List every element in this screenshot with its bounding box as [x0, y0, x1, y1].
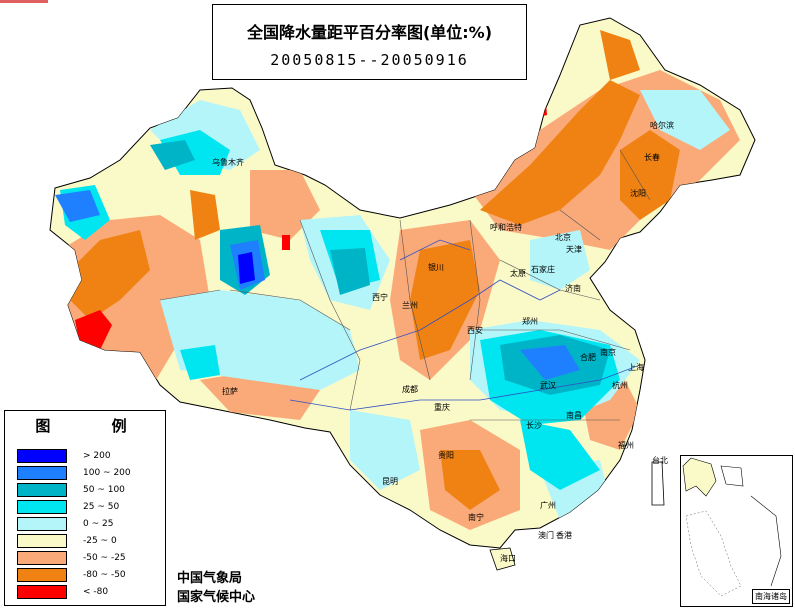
legend-title: 图 例 [35, 417, 155, 435]
legend-label: < -80 [83, 587, 109, 597]
region-plus0-southwest [350, 410, 420, 490]
legend-swatch [17, 551, 67, 565]
city-label-shijiazhuang: 石家庄 [531, 265, 555, 274]
legend-item: 0 ~ 25 [17, 517, 163, 532]
city-label-hangzhou: 杭州 [612, 381, 628, 390]
credit-ncc: 国家气候中心 [177, 590, 256, 605]
region-plus100-yangtze [520, 345, 580, 380]
city-label-lanzhou: 兰州 [402, 301, 418, 310]
region-minus80-qinghai [282, 235, 290, 250]
city-label-nanning: 南宁 [468, 513, 484, 522]
date-range: 20050815--20050916 [270, 51, 469, 69]
map-title: 全国降水量距平百分率图(单位:%) [246, 23, 493, 42]
title-box: 全国降水量距平百分率图(单位:%) 20050815--20050916 [212, 4, 527, 80]
city-label-urumqi: 乌鲁木齐 [212, 158, 244, 167]
city-label-wuhan: 武汉 [540, 381, 556, 390]
region-plus50-qinghai [330, 248, 370, 295]
legend-item: > 200 [17, 449, 163, 464]
legend-swatch [17, 449, 67, 463]
legend-label: 25 ~ 50 [83, 502, 120, 512]
legend-item: 25 ~ 50 [17, 500, 163, 515]
city-label-tianjin: 天津 [566, 245, 582, 254]
city-label-shanghai: 上海 [628, 363, 644, 372]
city-label-shenyang: 沈阳 [630, 189, 646, 198]
legend-label: -80 ~ -50 [83, 570, 126, 580]
taiwan-island [651, 461, 665, 506]
city-label-haikou: 海口 [500, 554, 516, 563]
city-label-xining: 西宁 [372, 293, 388, 302]
region-minus50-northeast2 [620, 130, 680, 220]
region-plus50-xinjiang-north [150, 140, 195, 170]
city-label-zhengzhou: 郑州 [522, 317, 538, 326]
city-label-nanjing: 南京 [600, 348, 616, 357]
city-label-harbin: 哈尔滨 [650, 121, 674, 130]
region-minus80-northeast [533, 88, 547, 118]
city-label-hongkong: 香港 [556, 531, 572, 540]
legend-item: < -80 [17, 585, 163, 600]
rivers [289, 239, 641, 411]
region-plus200-xinjiang [238, 252, 255, 284]
city-label-yinchuan: 银川 [428, 263, 444, 272]
anomaly-contours [55, 30, 740, 530]
legend-swatch [17, 534, 67, 548]
legend-item: -80 ~ -50 [17, 568, 163, 583]
inset-map [682, 457, 782, 597]
city-label-taipei: 台北 [652, 456, 668, 465]
region-plus25-south [520, 420, 600, 490]
legend-swatch [17, 568, 67, 582]
legend-item: 50 ~ 100 [17, 483, 163, 498]
legend-swatch [17, 500, 67, 514]
region-plus25-tibet [180, 345, 220, 380]
south-china-sea-inset: 南海诸岛 [680, 455, 793, 607]
city-label-changsha: 长沙 [526, 421, 542, 430]
legend-item: -25 ~ 0 [17, 534, 163, 549]
region-minus50-northeast [480, 80, 640, 225]
city-label-chengdu: 成都 [402, 385, 418, 394]
legend-swatch [17, 517, 67, 531]
region-plus0-northeast [640, 90, 730, 150]
legend-swatch [17, 483, 67, 497]
city-label-chongqing: 重庆 [434, 403, 450, 412]
legend-label: -25 ~ 0 [83, 536, 117, 546]
region-minus50-centralnorth [410, 240, 480, 360]
city-label-xian: 西安 [467, 326, 483, 335]
legend-item: 100 ~ 200 [17, 466, 163, 481]
city-label-hohhot: 呼和浩特 [490, 223, 522, 232]
region-minus50-top [600, 30, 640, 80]
region-minus80-west [75, 310, 112, 350]
region-plus0-hebei [530, 230, 590, 290]
legend-label: -50 ~ -25 [83, 553, 126, 563]
city-label-macau: 澳门 [538, 531, 554, 540]
legend: 图 例 > 200 100 ~ 200 50 ~ 100 25 ~ 50 0 ~… [4, 410, 166, 606]
city-label-guangzhou: 广州 [540, 501, 556, 510]
region-minus50-xinjiang [190, 190, 220, 240]
city-label-lhasa: 拉萨 [222, 387, 238, 396]
city-label-hefei: 合肥 [580, 353, 596, 362]
legend-label: 50 ~ 100 [83, 485, 125, 495]
inset-label: 南海诸岛 [752, 589, 790, 604]
city-label-nanchang: 南昌 [566, 411, 582, 420]
city-label-kunming: 昆明 [382, 477, 398, 486]
top-edge-mark [0, 0, 48, 3]
region-plus100-west [55, 190, 100, 222]
region-minus50-south [440, 450, 500, 510]
legend-item: -50 ~ -25 [17, 551, 163, 566]
legend-label: 100 ~ 200 [83, 468, 131, 478]
region-minus50-west [70, 230, 150, 320]
hainan-island [489, 547, 516, 571]
city-label-changchun: 长春 [644, 153, 660, 162]
legend-label: > 200 [83, 451, 111, 461]
city-label-taiyuan: 太原 [510, 269, 526, 278]
city-label-guiyang: 贵阳 [438, 451, 454, 460]
legend-swatch [17, 466, 67, 480]
legend-swatch [17, 585, 67, 599]
city-label-beijing: 北京 [555, 233, 571, 242]
credit-cma: 中国气象局 [177, 571, 243, 586]
legend-label: 0 ~ 25 [83, 519, 114, 529]
city-label-jinan: 济南 [565, 284, 581, 293]
city-label-fuzhou: 福州 [618, 441, 634, 450]
